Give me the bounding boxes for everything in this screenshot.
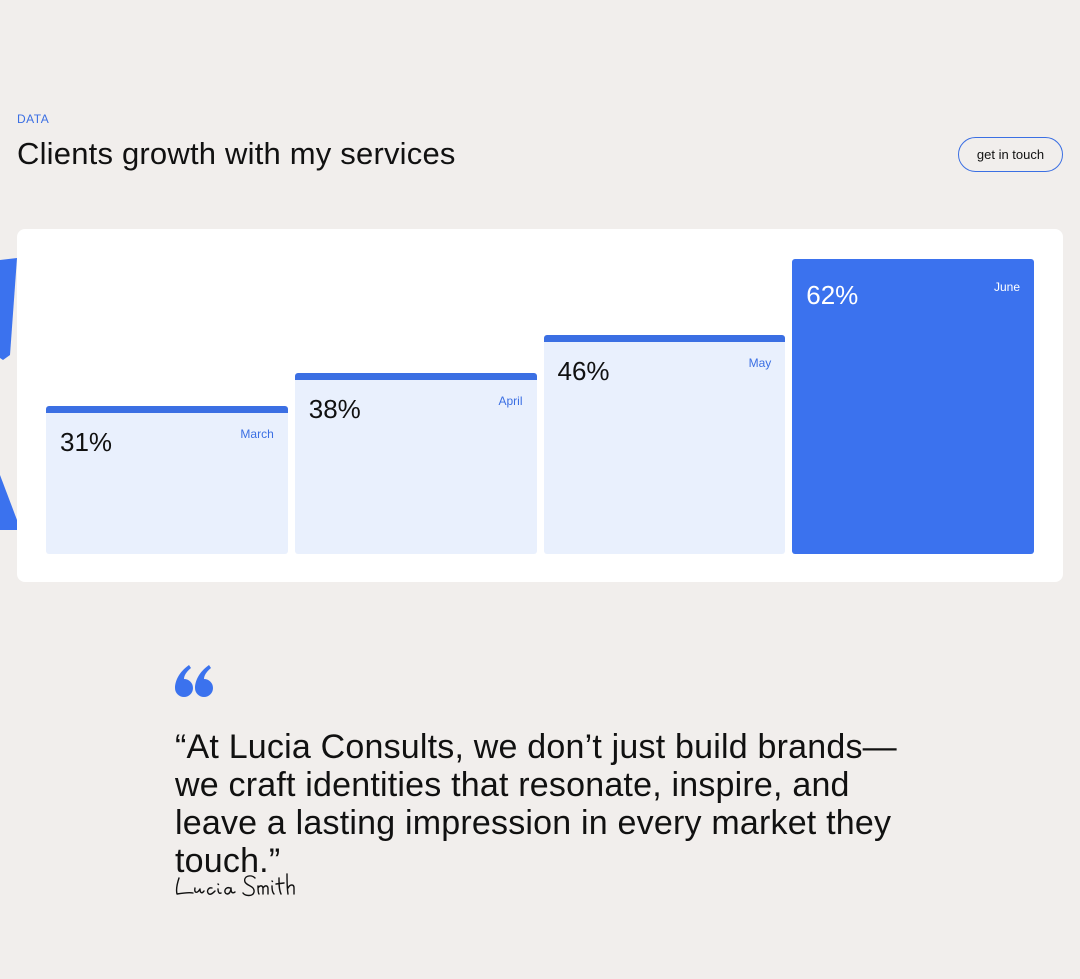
bar-category-label: April <box>498 394 523 408</box>
bar-value-label: 46% <box>557 356 610 386</box>
bar-march: 31% March <box>46 406 288 554</box>
quote-icon <box>175 665 213 697</box>
testimonial-quote: “At Lucia Consults, we don’t just build … <box>175 728 897 880</box>
growth-chart-card: 31% March 38% April 46% May 62% June <box>17 229 1063 582</box>
bar-value-label: 31% <box>60 427 113 457</box>
get-in-touch-button[interactable]: get in touch <box>958 137 1063 172</box>
signature <box>175 873 295 897</box>
bar-category-label: May <box>748 356 772 370</box>
bar-value-label: 62% <box>806 280 859 310</box>
bar-june: 62% June <box>792 259 1034 554</box>
bar-april: 38% April <box>294 373 537 554</box>
growth-bar-chart: 31% March 38% April 46% May 62% June <box>46 259 1034 554</box>
page-title: Clients growth with my services <box>17 136 456 171</box>
decorative-shape <box>0 258 17 530</box>
bar-category-label: March <box>240 427 274 441</box>
section-eyebrow: DATA <box>17 112 50 126</box>
bar-category-label: June <box>993 280 1020 294</box>
bar-may: 46% May <box>543 335 786 554</box>
bar-value-label: 38% <box>308 394 361 424</box>
